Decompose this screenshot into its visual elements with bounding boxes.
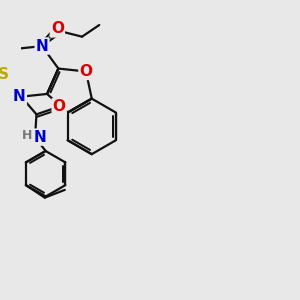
Text: O: O [51, 21, 64, 36]
Text: H: H [22, 129, 32, 142]
Text: O: O [53, 99, 66, 114]
Text: N: N [36, 39, 48, 54]
Text: N: N [34, 130, 46, 145]
Text: S: S [0, 67, 9, 82]
Text: N: N [13, 89, 26, 104]
Text: O: O [80, 64, 92, 79]
